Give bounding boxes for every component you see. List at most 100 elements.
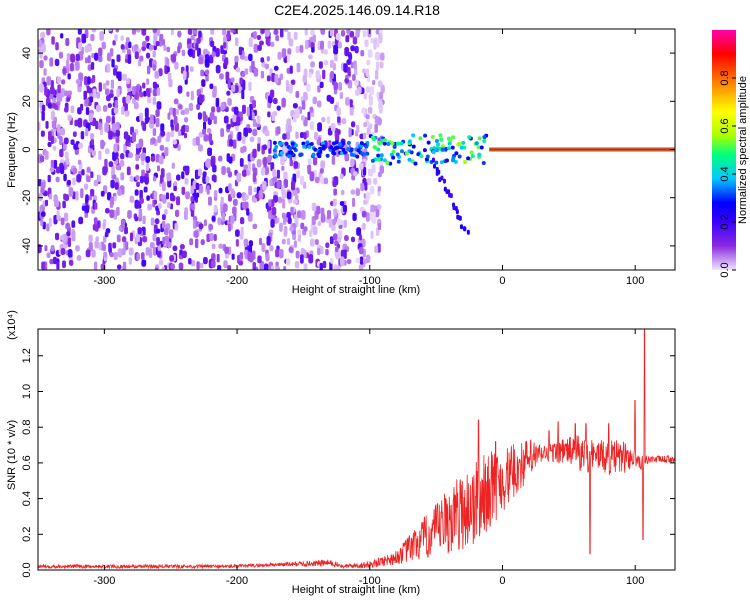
spectrogram-cell [350, 45, 356, 52]
spectrogram-cell [361, 210, 367, 218]
spectrogram-cell [363, 122, 368, 128]
spectrogram-cell [370, 158, 375, 163]
spectrogram-cell [84, 183, 88, 190]
spectrogram-cell [276, 126, 281, 135]
spectrogram-cell [96, 91, 101, 99]
spectrogram-cell [332, 151, 337, 156]
spectrogram-cell [346, 59, 352, 65]
spectrogram-cell [343, 219, 347, 228]
spectrogram-cell [142, 236, 147, 243]
spectrogram-cell [177, 85, 183, 94]
spectrogram-cell [173, 185, 177, 192]
spectrogram-cell [94, 223, 99, 232]
spectrogram-cell [266, 75, 271, 82]
spectrogram-cell [283, 265, 287, 270]
spectrogram-cell [339, 256, 345, 267]
spectrogram-cell [88, 112, 93, 123]
spectrogram-cell [235, 67, 241, 73]
spectrogram-cell [327, 40, 331, 49]
spectrogram-cell [286, 237, 291, 245]
spectrogram-cell [114, 182, 119, 190]
spectrogram-cell [264, 166, 269, 176]
spectrogram-cell [252, 119, 257, 128]
spectrogram-cell [183, 132, 188, 139]
spectrogram-cell [51, 120, 56, 129]
spectrogram-cell [477, 152, 482, 157]
spectrogram-cell [453, 159, 458, 164]
spectrogram-cell [194, 238, 199, 249]
spectrogram-cell [195, 42, 199, 51]
spectrogram-cell [362, 166, 367, 176]
spectrogram-cell [198, 56, 203, 65]
spectrogram-cell [132, 86, 136, 95]
spectrogram-cell [196, 103, 200, 110]
spectrogram-cell [116, 88, 120, 98]
spectrogram-cell [135, 175, 140, 181]
spectrogram-cell [356, 148, 361, 153]
spectrogram-cell [303, 263, 308, 270]
spectrogram-cell [117, 248, 123, 258]
spectrogram-cell [168, 229, 174, 239]
spectrogram-cell [166, 172, 172, 182]
spectrogram-cell [132, 98, 137, 105]
spectrogram-cell [256, 158, 262, 168]
spectrogram-cell [364, 39, 369, 47]
spectrogram-cell [382, 141, 387, 146]
spectrogram-cell [279, 151, 284, 156]
spectrogram-cell [70, 62, 74, 72]
spectrogram-cell [392, 144, 397, 149]
spectrogram-cell [286, 118, 292, 126]
spectrogram-cell [38, 192, 43, 202]
spectrogram-cell [55, 166, 61, 174]
spectrogram-cell [123, 131, 129, 140]
spectrogram-cell [189, 66, 194, 72]
spectrogram-cell [364, 181, 368, 191]
spectrogram-cell [281, 238, 286, 245]
spectrogram-cell [355, 30, 360, 38]
spectrogram-cell [206, 233, 211, 243]
spectrogram-cell [55, 176, 60, 183]
spectrogram-cell [134, 85, 140, 94]
spectrogram-cell [314, 176, 320, 184]
spectrogram-cell [294, 260, 300, 269]
spectrogram-cell [274, 73, 279, 84]
spectrogram-cell [230, 84, 236, 93]
spectrogram-cell [270, 41, 275, 48]
spectrogram-cell [127, 54, 132, 64]
spectrogram-cell [50, 244, 55, 252]
spectrogram-cell [287, 124, 292, 133]
spectrogram-cell [201, 128, 206, 135]
spectrogram-cell [319, 245, 324, 255]
spectrogram-cell [290, 141, 295, 146]
spectrogram-cell [168, 78, 173, 88]
spectrogram-cell [116, 54, 121, 62]
spectrogram-cell [155, 117, 160, 128]
spectrogram-cell [221, 212, 225, 222]
spectrogram-cell [191, 203, 195, 211]
spectrogram-cell [378, 33, 383, 44]
spectrogram-cell [231, 253, 235, 260]
spectrogram-cell [369, 185, 375, 195]
spectrogram-cell [288, 84, 293, 94]
spectrogram-cell [147, 203, 152, 211]
spectrogram-cell [264, 263, 269, 270]
spectrogram-cell [309, 141, 314, 146]
spectrogram-cell [380, 52, 385, 61]
spectrogram-cell [300, 210, 306, 220]
spectrogram-cell [325, 242, 330, 249]
spectrogram-cell [129, 195, 135, 203]
spectrogram-cell [438, 133, 443, 138]
spectrogram-cell [319, 81, 324, 89]
spectrogram-cell [170, 263, 175, 270]
spectrogram-cell [335, 249, 340, 260]
spectrogram-cell [134, 216, 139, 222]
spectrogram-cell [113, 107, 119, 114]
spectrogram-cell [316, 205, 321, 215]
spectrogram-cell [111, 116, 115, 126]
spectrogram-cell [352, 171, 358, 177]
spectrogram-cell [139, 112, 143, 122]
spectrogram-cell [135, 154, 139, 162]
spectrogram-cell [270, 219, 275, 228]
spectrogram-cell [228, 156, 233, 164]
spectrogram-cell [153, 199, 158, 205]
